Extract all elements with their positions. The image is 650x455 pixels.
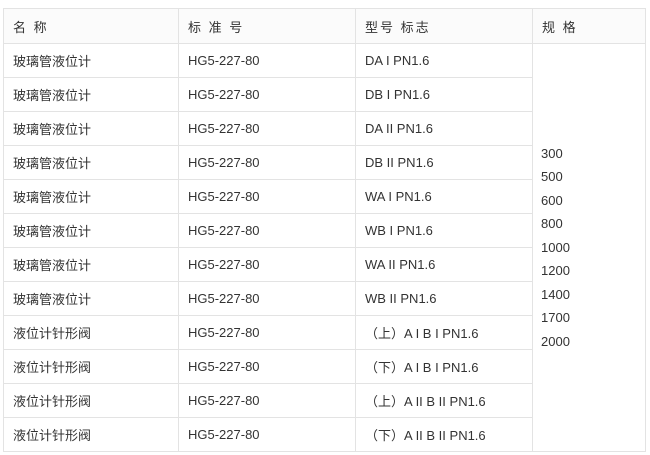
cell-model: WA I PN1.6 [355, 179, 533, 214]
spec-value: 2000 [541, 333, 570, 349]
cell-standard: HG5-227-80 [178, 145, 356, 180]
table-row: 液位计针形阀 HG5-227-80 （下）A I B I PN1.6 [3, 349, 646, 384]
spec-value: 500 [541, 169, 563, 185]
cell-specs: 300 500 600 800 1000 1200 1400 1700 2000 [532, 43, 646, 452]
cell-model: （上）A I B I PN1.6 [355, 315, 533, 350]
table-row: 玻璃管液位计 HG5-227-80 DA I PN1.6 300 500 600 800 10… [3, 43, 646, 452]
table-row: 玻璃管液位计 HG5-227-80 WA II PN1.6 [3, 247, 646, 282]
table-row: 玻璃管液位计 HG5-227-80 WB II PN1.6 [3, 281, 646, 316]
cell-standard: HG5-227-80 [178, 43, 356, 78]
cell-name: 玻璃管液位计 [3, 43, 179, 78]
table-row: 玻璃管液位计 HG5-227-80 DA II PN1.6 [3, 111, 646, 146]
table-row: 液位计针形阀 HG5-227-80 （上）A I B I PN1.6 [3, 315, 646, 350]
table-row: 玻璃管液位计 HG5-227-80 WA I PN1.6 [3, 179, 646, 214]
spec-value: 1700 [541, 310, 570, 326]
cell-name: 玻璃管液位计 [3, 111, 179, 146]
cell-model: DA II PN1.6 [355, 111, 533, 146]
cell-model: DB II PN1.6 [355, 145, 533, 180]
spec-value: 1400 [541, 286, 570, 302]
cell-name: 玻璃管液位计 [3, 179, 179, 214]
cell-name: 玻璃管液位计 [3, 77, 179, 112]
cell-name: 液位计针形阀 [3, 315, 179, 350]
header-standard: 标 准 号 [178, 8, 356, 44]
cell-name: 液位计针形阀 [3, 417, 179, 452]
table-row: 玻璃管液位计 HG5-227-80 DB II PN1.6 [3, 145, 646, 180]
cell-standard: HG5-227-80 [178, 281, 356, 316]
spec-table: 名 称 标 准 号 型号 标志 规 格 玻璃管液位计 HG5-227-80 DA I… [3, 8, 646, 452]
cell-standard: HG5-227-80 [178, 315, 356, 350]
cell-model: （下）A II B II PN1.6 [355, 417, 533, 452]
header-spec: 规 格 [532, 8, 646, 44]
cell-name: 液位计针形阀 [3, 349, 179, 384]
cell-model: DB I PN1.6 [355, 77, 533, 112]
spec-value: 300 [541, 145, 563, 161]
cell-standard: HG5-227-80 [178, 417, 356, 452]
header-model: 型号 标志 [355, 8, 533, 44]
cell-standard: HG5-227-80 [178, 77, 356, 112]
cell-standard: HG5-227-80 [178, 349, 356, 384]
cell-standard: HG5-227-80 [178, 383, 356, 418]
cell-model: （下）A I B I PN1.6 [355, 349, 533, 384]
cell-model: WB I PN1.6 [355, 213, 533, 248]
spec-value: 800 [541, 216, 563, 232]
cell-standard: HG5-227-80 [178, 179, 356, 214]
cell-standard: HG5-227-80 [178, 111, 356, 146]
header-name: 名 称 [3, 8, 179, 44]
table-row: 玻璃管液位计 HG5-227-80 WB I PN1.6 [3, 213, 646, 248]
cell-name: 玻璃管液位计 [3, 213, 179, 248]
cell-model: （上）A II B II PN1.6 [355, 383, 533, 418]
table-row: 玻璃管液位计 HG5-227-80 DB I PN1.6 [3, 77, 646, 112]
cell-model: WB II PN1.6 [355, 281, 533, 316]
table-row: 液位计针形阀 HG5-227-80 （下）A II B II PN1.6 [3, 417, 646, 452]
cell-model: DA I PN1.6 [355, 43, 533, 78]
cell-name: 玻璃管液位计 [3, 281, 179, 316]
cell-name: 玻璃管液位计 [3, 247, 179, 282]
cell-standard: HG5-227-80 [178, 247, 356, 282]
cell-model: WA II PN1.6 [355, 247, 533, 282]
cell-name: 玻璃管液位计 [3, 145, 179, 180]
header-row: 名 称 标 准 号 型号 标志 规 格 [3, 8, 646, 44]
table-row: 液位计针形阀 HG5-227-80 （上）A II B II PN1.6 [3, 383, 646, 418]
spec-value: 1200 [541, 263, 570, 279]
cell-standard: HG5-227-80 [178, 213, 356, 248]
spec-value: 1000 [541, 239, 570, 255]
spec-value: 600 [541, 192, 563, 208]
cell-name: 液位计针形阀 [3, 383, 179, 418]
